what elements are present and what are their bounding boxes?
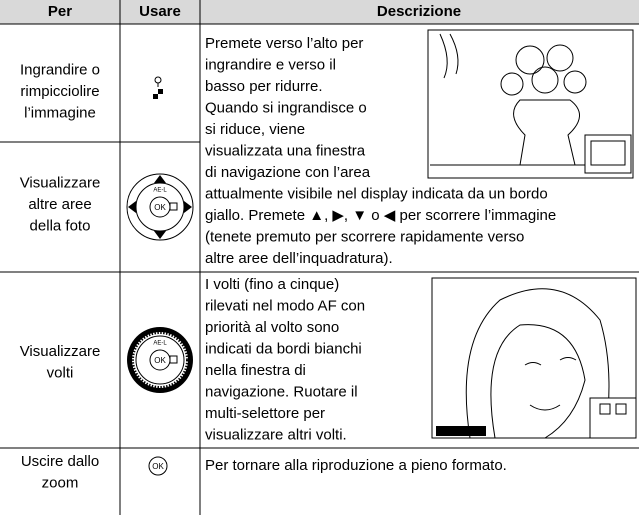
multi-selector-icon: OK AE-L bbox=[126, 173, 194, 241]
header-cell: Per bbox=[48, 3, 72, 20]
description-line: di navigazione con l’area bbox=[205, 164, 371, 181]
action-label: Uscire dallo bbox=[21, 453, 99, 470]
description-line: indicati da bordi bianchi bbox=[205, 340, 362, 357]
action-label: Visualizzare bbox=[20, 174, 101, 191]
face-illustration bbox=[431, 277, 637, 439]
header-bg bbox=[0, 0, 639, 24]
description-line: navigazione. Ruotare il bbox=[205, 383, 358, 400]
description-line: multi-selettore per bbox=[205, 405, 325, 422]
description-line: basso per ridurre. bbox=[205, 78, 323, 95]
header-cell: Descrizione bbox=[377, 3, 461, 20]
svg-text:OK: OK bbox=[154, 203, 166, 212]
vase-illustration bbox=[427, 29, 634, 179]
action-label: della foto bbox=[30, 217, 91, 234]
description-line: ingrandire e verso il bbox=[205, 56, 336, 73]
description-line: visualizzata una finestra bbox=[205, 142, 366, 159]
description-line: attualmente visibile nel display indicat… bbox=[205, 185, 548, 202]
action-label: rimpicciolire bbox=[20, 83, 99, 100]
description-line: Quando si ingrandisce o bbox=[205, 99, 367, 116]
description-line: si riduce, viene bbox=[205, 121, 305, 138]
svg-text:AE-L: AE-L bbox=[153, 341, 167, 347]
description-line: giallo. Premete ▲, ▶, ▼ o ◀ per scorrere… bbox=[205, 207, 556, 224]
dial-icon: OK AE-L bbox=[127, 327, 193, 393]
action-label: Ingrandire o bbox=[20, 61, 100, 78]
description-line: altre aree dell’inquadratura). bbox=[205, 250, 393, 267]
description-line: Premete verso l’alto per bbox=[205, 35, 363, 52]
svg-text:OK: OK bbox=[154, 356, 166, 365]
svg-text:AE-L: AE-L bbox=[153, 188, 167, 194]
header-cell: Usare bbox=[139, 3, 181, 20]
action-label: volti bbox=[47, 365, 74, 382]
description-line: priorità al volto sono bbox=[205, 319, 339, 336]
svg-text:OK: OK bbox=[152, 462, 164, 471]
zoom-icon bbox=[153, 76, 163, 99]
description-line: I volti (fino a cinque) bbox=[205, 276, 339, 293]
action-label: zoom bbox=[42, 475, 79, 492]
description-line: nella finestra di bbox=[205, 362, 306, 379]
action-label: Visualizzare bbox=[20, 343, 101, 360]
description-line: Per tornare alla riproduzione a pieno fo… bbox=[205, 457, 507, 474]
description-line: visualizzare altri volti. bbox=[205, 426, 347, 443]
description-line: (tenete premuto per scorrere rapidamente… bbox=[205, 228, 524, 245]
action-label: altre aree bbox=[28, 196, 91, 213]
ok-icon: OK bbox=[148, 456, 168, 476]
description-line: rilevati nel modo AF con bbox=[205, 297, 365, 314]
action-label: l’immagine bbox=[24, 104, 96, 121]
